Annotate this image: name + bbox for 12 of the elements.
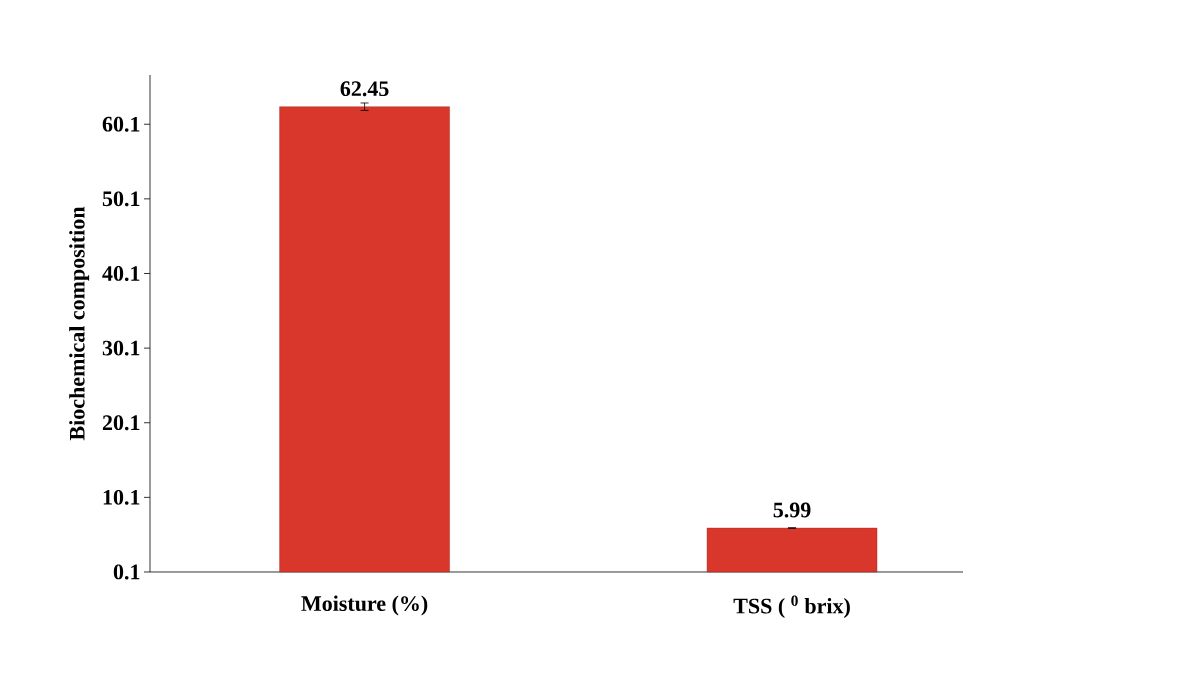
y-tick-label: 60.1: [102, 116, 140, 132]
data-label: 62.45: [340, 81, 389, 97]
y-tick-label: 40.1: [102, 266, 140, 281]
y-tick-label: 10.1: [103, 489, 140, 505]
y-tick-label: 0.1: [113, 564, 140, 580]
y-tick-label: 20.1: [102, 415, 140, 431]
y-tick-label: 50.1: [102, 191, 140, 207]
data-label: 5.99: [773, 502, 811, 518]
y-tick-label: 30.1: [102, 340, 140, 356]
x-tick-label: Moisture (%): [301, 595, 428, 616]
x-tick-label: TSS ( $^{0}$ brix): [733, 595, 850, 618]
y-axis-title: Biochemical composition: [69, 206, 90, 441]
